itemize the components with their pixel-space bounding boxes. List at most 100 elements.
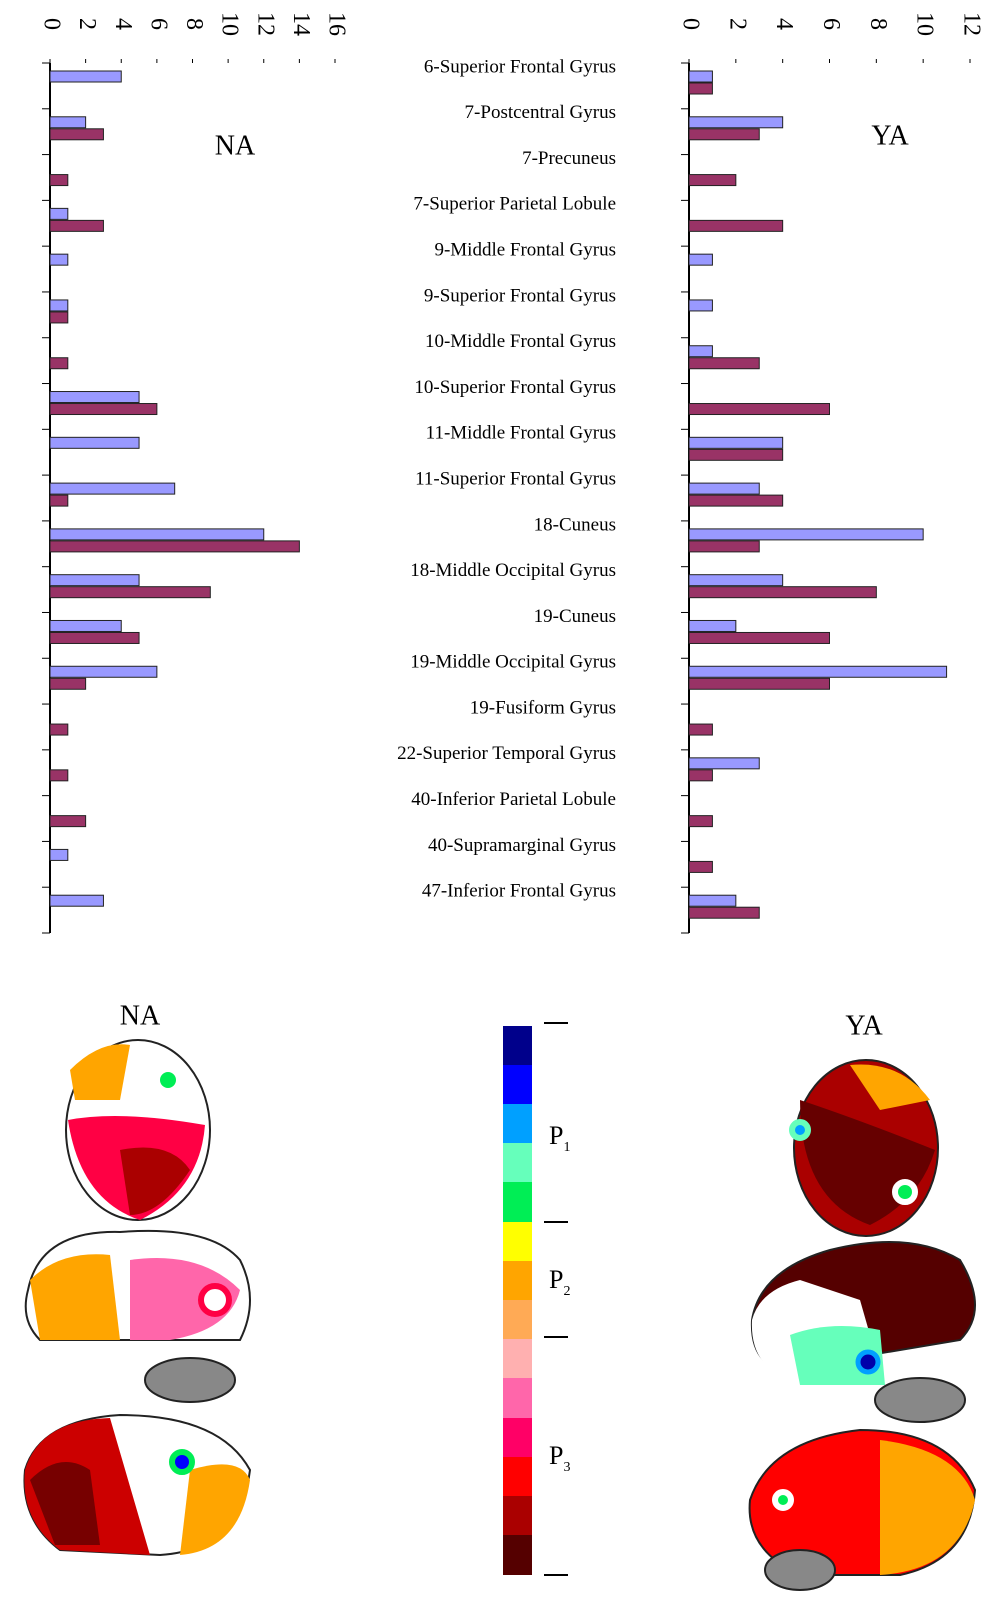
bar <box>49 116 87 129</box>
bar <box>688 482 760 495</box>
category-label: 7-Precuneus <box>522 148 616 169</box>
bar <box>49 70 122 83</box>
colorbar-label: P2 <box>549 1265 570 1299</box>
bar <box>49 207 69 220</box>
x-tick-label: 4 <box>771 18 797 30</box>
category-label: 9-Middle Frontal Gyrus <box>434 240 616 261</box>
bar <box>688 436 784 449</box>
bar <box>49 436 140 449</box>
bar <box>49 219 104 232</box>
brain-title: YA <box>845 1010 883 1041</box>
bar <box>688 116 784 129</box>
bar <box>688 345 713 358</box>
bar <box>688 82 713 95</box>
bar <box>49 299 69 312</box>
bar <box>688 540 760 553</box>
bar <box>49 540 300 553</box>
x-tick-label: 0 <box>677 18 703 30</box>
category-label: 10-Middle Frontal Gyrus <box>425 331 616 352</box>
x-tick-label: 12 <box>252 12 278 36</box>
category-label: 7-Superior Parietal Lobule <box>413 194 616 215</box>
bar <box>688 528 924 541</box>
bar <box>688 70 713 83</box>
bar <box>688 403 830 416</box>
x-tick-label: 2 <box>74 18 100 30</box>
category-label: 11-Middle Frontal Gyrus <box>426 423 616 444</box>
brain-na <box>23 1039 252 1557</box>
bar <box>49 494 69 507</box>
bar <box>49 619 122 632</box>
category-label: 18-Middle Occipital Gyrus <box>410 560 616 581</box>
bar <box>688 299 713 312</box>
bar <box>49 586 211 599</box>
x-tick-label: 2 <box>724 18 750 30</box>
category-label: 19-Fusiform Gyrus <box>470 697 616 718</box>
category-label: 6-Superior Frontal Gyrus <box>424 56 616 77</box>
bar <box>688 665 948 678</box>
bar <box>688 723 713 736</box>
bar <box>49 769 69 782</box>
x-tick-label: 10 <box>217 12 243 36</box>
x-tick-label: 10 <box>912 12 938 36</box>
bar <box>49 357 69 370</box>
x-tick-label: 16 <box>323 12 349 36</box>
x-tick-label: 12 <box>958 12 984 36</box>
bar <box>49 723 69 736</box>
bar <box>688 574 784 587</box>
chart-title: YA <box>871 120 909 151</box>
bar <box>688 586 877 599</box>
x-tick-label: 8 <box>865 18 891 30</box>
x-tick-label: 6 <box>818 18 844 30</box>
bar <box>688 448 784 461</box>
x-tick-label: 14 <box>288 12 314 36</box>
bar <box>688 769 713 782</box>
bar <box>49 894 104 907</box>
category-label: 22-Superior Temporal Gyrus <box>397 743 616 764</box>
bar <box>49 391 140 404</box>
chart-title: NA <box>215 130 256 161</box>
x-tick-label: 0 <box>38 18 64 30</box>
bar <box>688 677 830 690</box>
x-tick-label: 4 <box>110 18 136 30</box>
colorbar-label: P3 <box>549 1441 570 1475</box>
colorbar-label: P1 <box>549 1121 570 1155</box>
bar <box>49 665 158 678</box>
bar <box>688 174 737 187</box>
bar <box>688 619 737 632</box>
bar <box>688 219 784 232</box>
bar <box>49 528 265 541</box>
bar <box>49 311 69 324</box>
bar <box>49 631 140 644</box>
bar <box>49 815 87 828</box>
bar <box>688 894 737 907</box>
bar <box>688 631 830 644</box>
brain-title: NA <box>120 1000 161 1031</box>
category-label: 9-Superior Frontal Gyrus <box>424 285 616 306</box>
category-label: 19-Cuneus <box>534 606 616 627</box>
bar <box>49 253 69 266</box>
bar <box>49 677 87 690</box>
bar <box>688 815 713 828</box>
bar <box>49 574 140 587</box>
bar <box>688 906 760 919</box>
category-label: 11-Superior Frontal Gyrus <box>415 468 616 489</box>
bar <box>688 494 784 507</box>
bar <box>688 128 760 141</box>
bar <box>49 128 104 141</box>
bar <box>49 403 158 416</box>
bar <box>49 482 176 495</box>
category-label: 40-Supramarginal Gyrus <box>428 835 616 856</box>
category-label: 19-Middle Occipital Gyrus <box>410 652 616 673</box>
bar <box>49 848 69 861</box>
bar <box>688 357 760 370</box>
category-label: 47-Inferior Frontal Gyrus <box>422 881 616 902</box>
category-label: 10-Superior Frontal Gyrus <box>414 377 616 398</box>
bar <box>49 174 69 187</box>
x-tick-label: 8 <box>181 18 207 30</box>
category-label: 40-Inferior Parietal Lobule <box>411 789 616 810</box>
bar <box>688 253 713 266</box>
category-label: 7-Postcentral Gyrus <box>465 102 616 123</box>
bar <box>688 757 760 770</box>
brain-ya <box>748 1059 977 1591</box>
